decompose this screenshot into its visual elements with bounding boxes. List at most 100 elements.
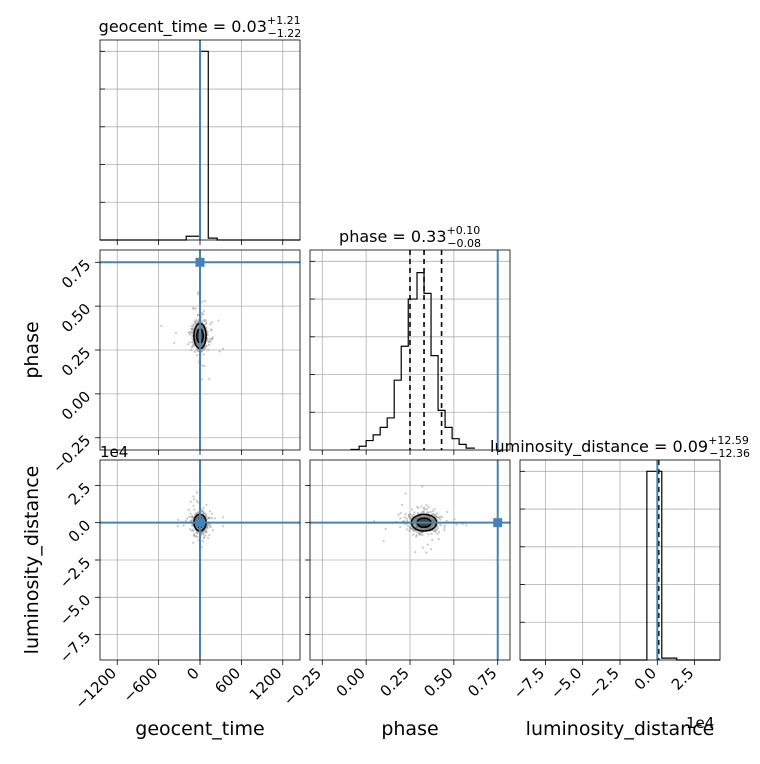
sample-point — [409, 517, 412, 520]
sample-point — [192, 343, 195, 346]
sample-point — [445, 519, 448, 522]
sample-point — [192, 307, 195, 310]
sample-point — [201, 510, 204, 513]
sample-point — [204, 534, 207, 537]
ytick-label-phase-2: 0.25 — [58, 344, 94, 380]
sample-point — [384, 527, 387, 531]
sample-point — [221, 516, 225, 519]
sample-point — [222, 525, 225, 528]
sample-point — [202, 348, 206, 351]
scatter-panel-phase-vs-luminosity_distance — [305, 459, 511, 665]
sample-point — [435, 515, 438, 518]
sample-point — [399, 517, 402, 520]
sample-point — [446, 510, 449, 514]
sample-point — [434, 530, 437, 533]
sample-point — [210, 329, 213, 332]
hist-panel-luminosity_distance: luminosity_distance = 0.09+12.59 −12.36 — [490, 434, 750, 661]
sample-point — [433, 508, 436, 511]
sample-point — [431, 512, 435, 516]
sample-point — [420, 505, 423, 508]
scatter-panel-geocent_time-vs-phase — [95, 249, 301, 455]
sample-point — [202, 309, 206, 312]
sample-point — [187, 508, 190, 511]
sample-point — [435, 512, 439, 515]
sample-point — [408, 515, 411, 518]
sample-point — [407, 524, 410, 527]
sample-point — [405, 517, 408, 520]
sample-point — [431, 509, 435, 513]
sample-point — [221, 347, 225, 350]
offset-text-x: 1e4 — [686, 714, 714, 732]
sample-point — [426, 543, 429, 546]
sample-point — [202, 353, 205, 356]
sample-point — [195, 319, 198, 322]
ytick-label-luminosity_distance-0: −7.5 — [56, 628, 94, 666]
sample-point — [436, 526, 439, 529]
sample-point — [203, 364, 206, 368]
sample-point — [188, 515, 191, 519]
sample-point — [416, 512, 419, 515]
sample-point — [196, 354, 199, 357]
sample-point — [201, 540, 204, 543]
sample-point — [176, 525, 180, 528]
sample-point — [201, 378, 204, 381]
sample-point — [211, 336, 214, 339]
xtick-label-luminosity_distance-1: −5.0 — [547, 664, 585, 702]
sample-point — [207, 523, 210, 527]
sample-point — [409, 526, 413, 529]
sample-point — [421, 485, 424, 488]
sample-point — [187, 342, 190, 346]
sample-point — [191, 337, 194, 340]
sample-point — [194, 534, 198, 538]
sample-point — [413, 511, 416, 514]
sample-point — [190, 516, 193, 519]
sample-point — [191, 328, 194, 332]
sample-point — [192, 504, 195, 507]
sample-point — [188, 341, 192, 344]
sample-point — [192, 515, 195, 519]
sample-point — [189, 519, 193, 523]
sample-point — [416, 505, 419, 509]
sample-point — [421, 546, 424, 549]
sample-point — [404, 492, 407, 495]
sample-point — [191, 524, 194, 527]
sample-point — [382, 540, 385, 543]
sample-point — [193, 350, 196, 353]
sample-point — [194, 321, 197, 324]
xtick-label-luminosity_distance-4: 2.5 — [668, 664, 698, 694]
sample-point — [204, 513, 208, 516]
sample-point — [412, 513, 416, 516]
sample-point — [206, 330, 209, 333]
sample-point — [190, 529, 193, 532]
sample-point — [430, 532, 433, 536]
xtick-label-phase-2: 0.25 — [376, 664, 412, 700]
sample-point — [201, 364, 204, 367]
panel-title-geocent_time: geocent_time = 0.03+1.21 −1.22 — [99, 14, 302, 40]
sample-point — [194, 307, 197, 310]
ytick-label-phase-3: 0.50 — [58, 300, 94, 336]
sample-point — [209, 323, 212, 326]
sample-point — [209, 525, 212, 528]
sample-point — [202, 536, 206, 539]
sample-point — [437, 516, 440, 519]
sample-point — [192, 541, 195, 544]
sample-point — [441, 516, 444, 519]
truth-marker-geocent_time-luminosity_distance — [195, 518, 205, 528]
sample-point — [208, 533, 211, 537]
sample-point — [177, 518, 180, 521]
sample-point — [412, 533, 415, 536]
sample-point — [189, 528, 192, 531]
sample-point — [196, 501, 200, 504]
xtick-label-geocent_time-0: −1200 — [71, 664, 120, 713]
sample-point — [211, 337, 214, 340]
sample-point — [208, 510, 212, 513]
xaxis-label-phase: phase — [381, 718, 438, 740]
sample-point — [217, 319, 220, 322]
hist-step-phase — [350, 272, 475, 451]
xtick-label-phase-1: 0.00 — [333, 664, 369, 700]
sample-point — [190, 345, 194, 349]
sample-point — [443, 526, 446, 529]
sample-point — [202, 506, 205, 509]
sample-point — [197, 313, 200, 317]
